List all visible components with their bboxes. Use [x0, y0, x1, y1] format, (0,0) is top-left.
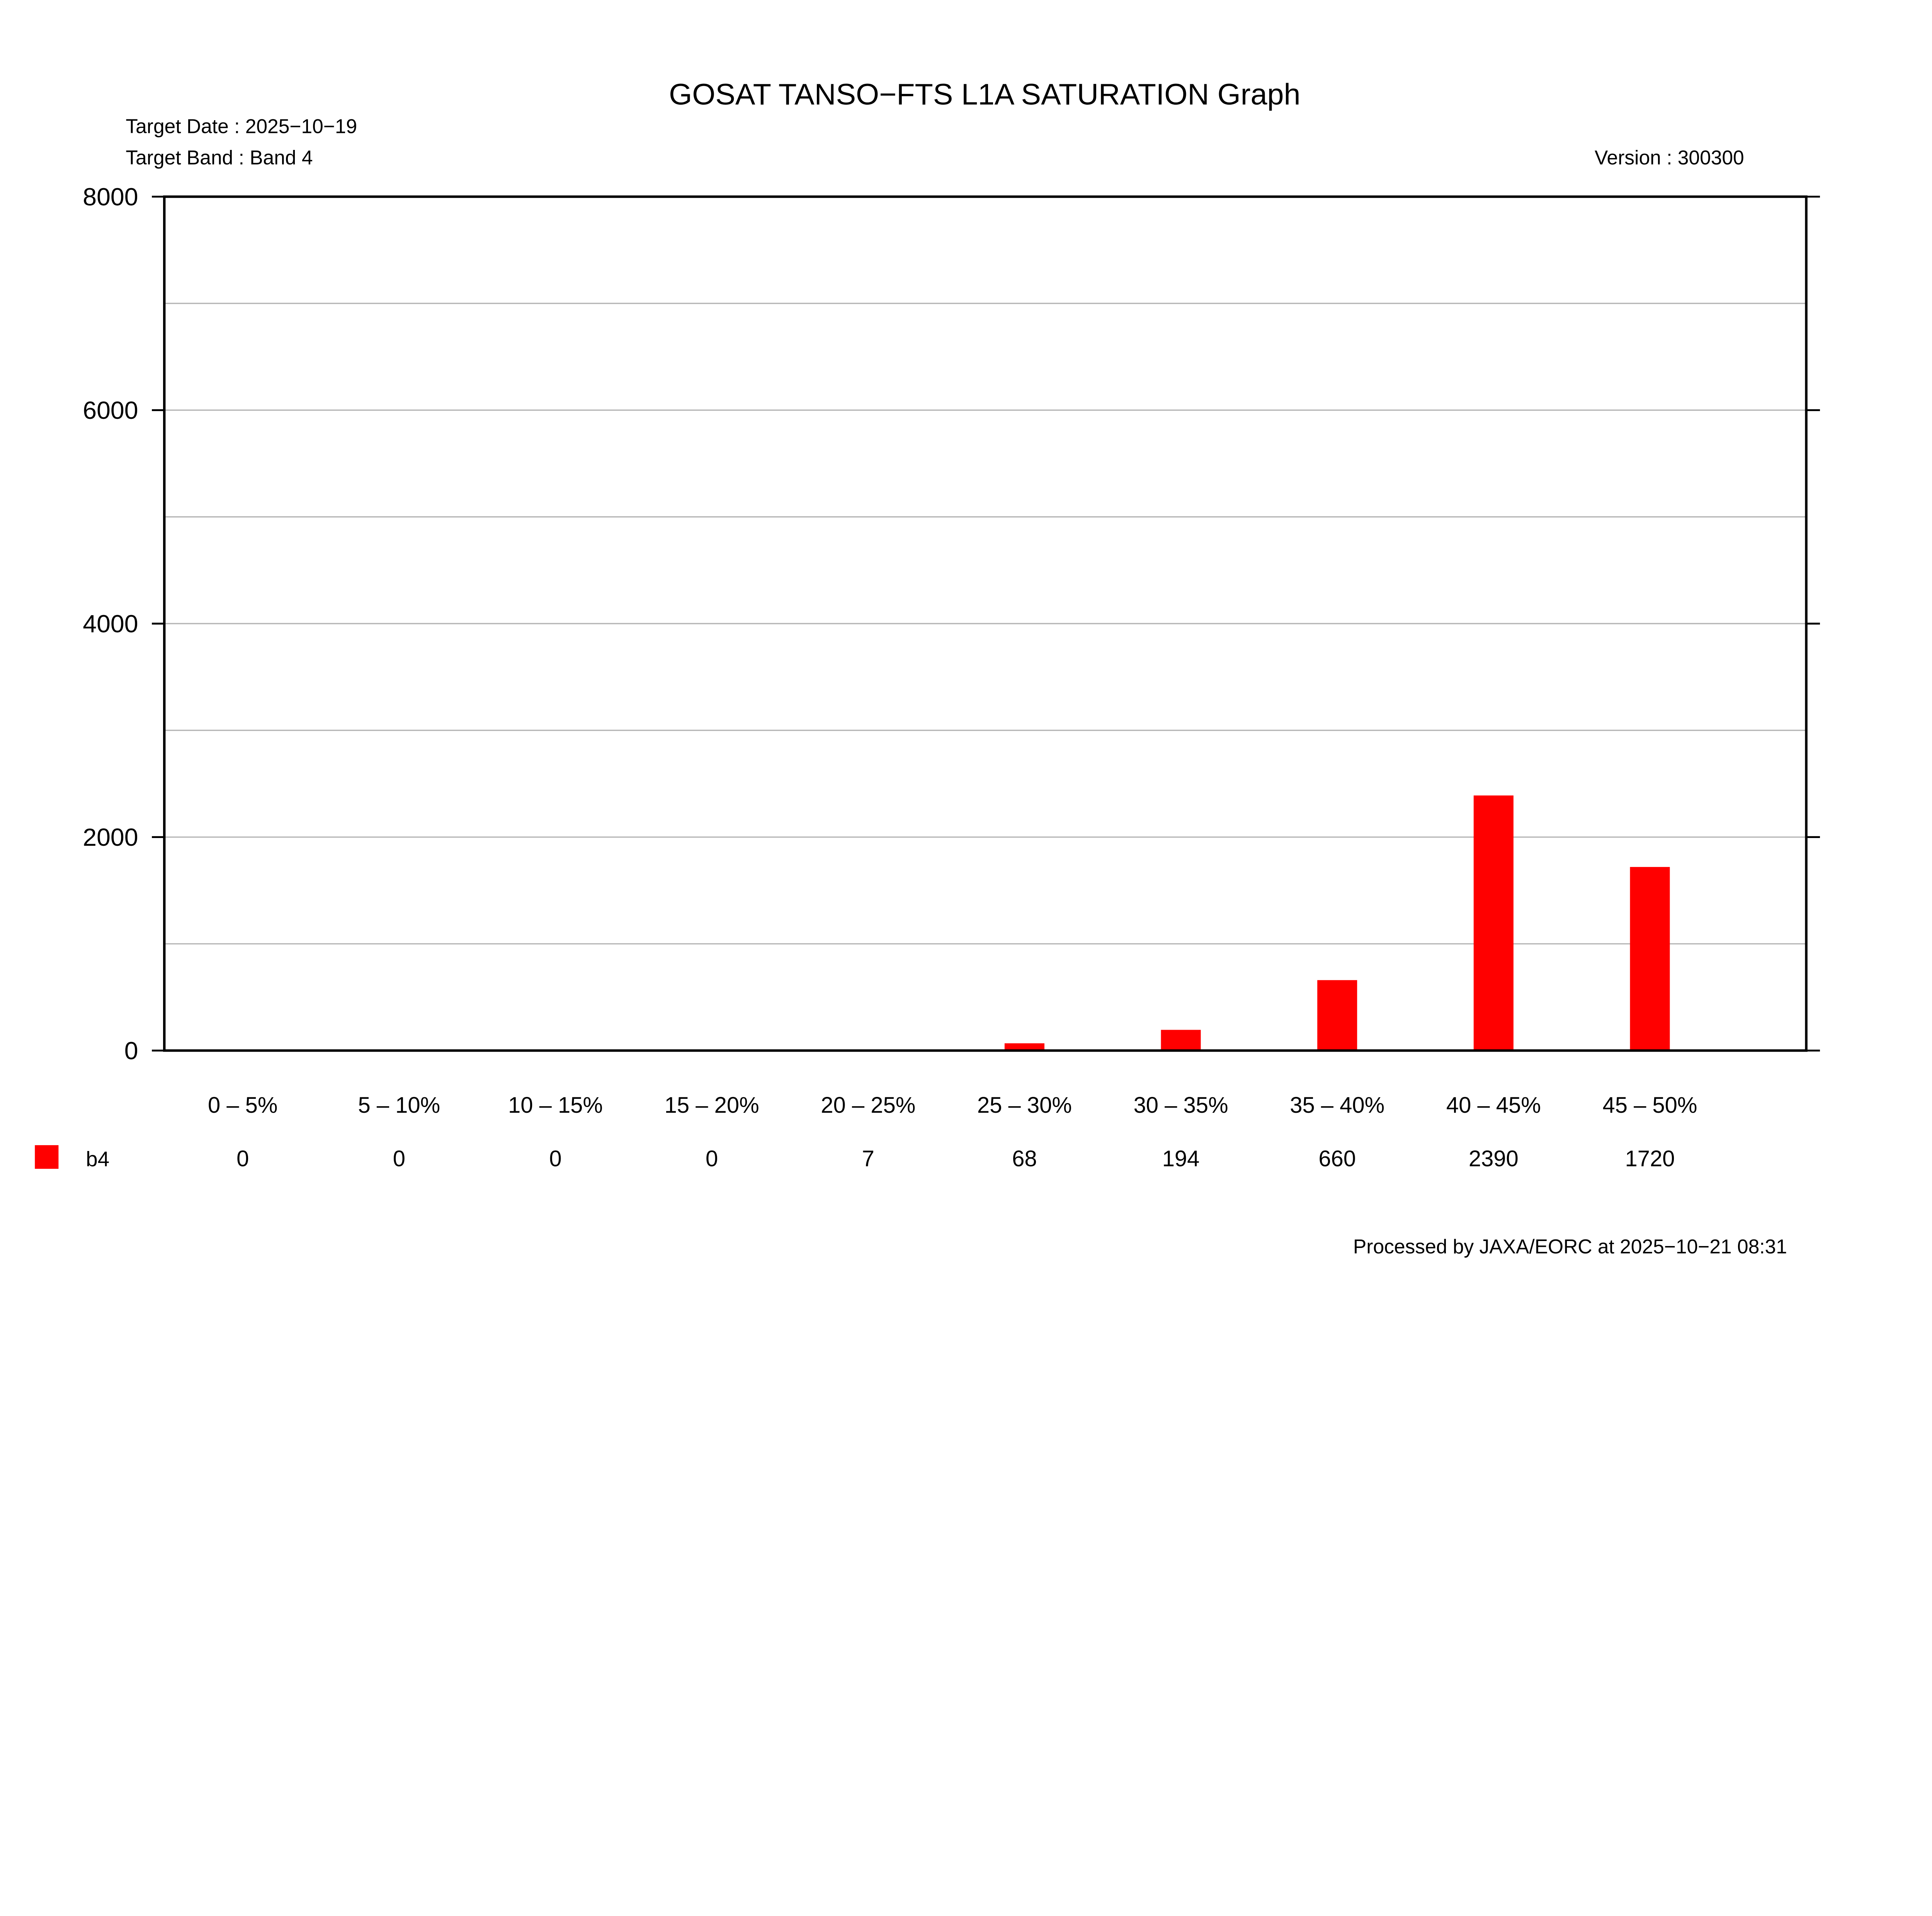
x-category-label: 5 – 10%	[358, 1093, 440, 1118]
value-label: 194	[1162, 1147, 1200, 1171]
y-tick-label: 6000	[83, 396, 138, 424]
bar	[1317, 980, 1357, 1051]
y-tick-label: 2000	[83, 823, 138, 851]
legend-label-b4: b4	[86, 1147, 109, 1171]
gridlines	[164, 303, 1806, 945]
footer-processed: Processed by JAXA/EORC at 2025−10−21 08:…	[1353, 1235, 1787, 1258]
bars	[223, 795, 1670, 1052]
bar	[1004, 1043, 1044, 1051]
bar	[1161, 1030, 1201, 1051]
x-category-label: 30 – 35%	[1134, 1093, 1228, 1118]
bar	[1473, 795, 1514, 1051]
version-label: Version : 300300	[1595, 146, 1744, 168]
x-category-label: 40 – 45%	[1446, 1093, 1541, 1118]
x-category-label: 20 – 25%	[821, 1093, 915, 1118]
value-label: 660	[1318, 1147, 1356, 1171]
x-category-label: 35 – 40%	[1290, 1093, 1384, 1118]
value-label: 2390	[1469, 1147, 1519, 1171]
y-tick-label: 0	[124, 1037, 138, 1065]
bar	[1630, 867, 1670, 1051]
value-label: 68	[1012, 1147, 1037, 1171]
x-category-label: 0 – 5%	[208, 1093, 277, 1118]
x-axis-labels: 0 – 5% 5 – 10% 10 – 15% 15 – 20% 20 – 25% 25 …	[208, 1093, 1697, 1118]
y-tick-label: 4000	[83, 610, 138, 638]
value-label: 0	[549, 1147, 561, 1171]
chart-title: GOSAT TANSO−FTS L1A SATURATION Graph	[669, 78, 1300, 111]
target-band: Target Band : Band 4	[126, 146, 313, 168]
value-label: 7	[862, 1147, 874, 1171]
saturation-bar-chart: GOSAT TANSO−FTS L1A SATURATION Graph Tar…	[35, 78, 1820, 1258]
y-tick-label: 8000	[83, 183, 138, 211]
y-axis: 0 2000 4000 6000 8000	[83, 183, 1820, 1065]
target-date: Target Date : 2025−10−19	[126, 115, 357, 138]
legend-swatch-b4	[35, 1145, 59, 1169]
x-category-label: 15 – 20%	[665, 1093, 759, 1118]
value-label: 0	[393, 1147, 405, 1171]
value-label: 0	[236, 1147, 249, 1171]
x-category-label: 10 – 15%	[508, 1093, 603, 1118]
value-label: 0	[706, 1147, 718, 1171]
x-category-label: 25 – 30%	[977, 1093, 1072, 1118]
value-label: 1720	[1625, 1147, 1675, 1171]
x-category-label: 45 – 50%	[1602, 1093, 1697, 1118]
value-labels: 0 0 0 0 7 68 194 660 2390 1720	[236, 1147, 1675, 1171]
